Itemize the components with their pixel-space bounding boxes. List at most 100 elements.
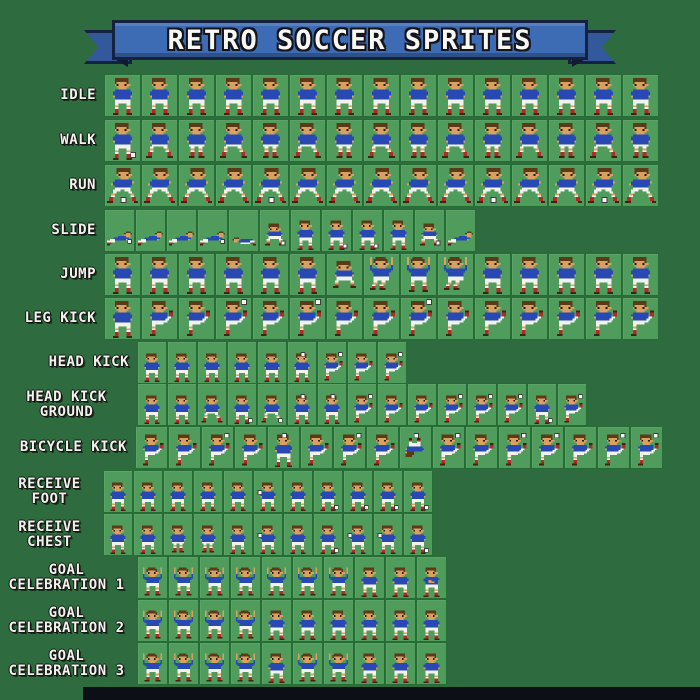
player-sprite-crouch_ball — [262, 219, 287, 250]
sprite-cell — [166, 209, 197, 252]
player-sprite-head_ball — [270, 433, 297, 467]
sprite-cell — [416, 556, 447, 599]
player-sprite-kick — [237, 433, 264, 467]
sprite-cell — [343, 513, 373, 556]
sprite-cell — [228, 209, 259, 252]
sprite-row-leg-kick: LEG KICK — [0, 297, 700, 340]
sprite-cell — [527, 383, 557, 426]
sprite-cell — [197, 383, 227, 426]
sprite-cell — [261, 642, 292, 685]
sprite-cell — [622, 253, 659, 296]
row-label-line: WALK — [60, 132, 96, 148]
row-label-goal-celebration-3: GOAL CELEBRATION 3 — [4, 642, 129, 685]
player-sprite-stand — [170, 394, 194, 424]
sprite-row-run: RUN — [0, 164, 700, 207]
sprite-cell — [400, 164, 437, 207]
player-sprite-run — [514, 166, 545, 205]
player-sprite-arms_up — [171, 566, 196, 597]
sprite-cell — [548, 119, 585, 162]
sprite-cell — [168, 556, 199, 599]
sprite-row-walk: WALK — [0, 119, 700, 162]
player-sprite-walk — [588, 121, 619, 160]
player-sprite-stand — [588, 76, 619, 115]
player-sprite-arms_up — [171, 652, 196, 683]
player-sprite-walk — [292, 121, 323, 160]
sprite-cell — [141, 253, 178, 296]
player-sprite-arms_up — [326, 652, 351, 683]
row-label-line: IDLE — [60, 87, 96, 103]
player-sprite-stand — [388, 609, 413, 640]
sprite-cell — [323, 599, 354, 642]
sprite-cell — [137, 341, 167, 384]
player-sprite-kick_ball — [380, 352, 404, 382]
sprite-cell — [347, 341, 377, 384]
sprite-cell — [104, 74, 141, 117]
player-sprite-stand_ball — [324, 219, 349, 250]
sprite-row-goal-celebration-3: GOAL CELEBRATION 3 — [0, 642, 700, 685]
sprite-cell — [137, 556, 168, 599]
player-sprite-stand — [419, 652, 444, 683]
player-sprite-walk2 — [255, 121, 286, 160]
sprite-cell — [400, 297, 437, 340]
row-label-line: HEAD KICK — [48, 354, 129, 370]
player-sprite-stand — [477, 76, 508, 115]
player-sprite-stand — [419, 609, 444, 640]
sprite-cell — [548, 164, 585, 207]
player-sprite-walk — [200, 394, 224, 424]
sprite-cell — [292, 599, 323, 642]
player-sprite-arms_up — [403, 255, 434, 294]
bottom-bar — [83, 687, 700, 700]
player-sprite-run — [292, 166, 323, 205]
player-sprite-slide — [138, 219, 163, 250]
player-sprite-arms_up — [295, 566, 320, 597]
sprite-cell — [287, 383, 317, 426]
sprite-strip-idle — [104, 74, 659, 117]
player-sprite-kick_ball — [600, 433, 627, 467]
sprite-cell — [531, 426, 564, 469]
sprite-cell — [133, 470, 163, 513]
player-sprite-stand — [136, 481, 160, 511]
player-sprite-stand — [218, 255, 249, 294]
player-sprite-stand_ball — [530, 394, 554, 424]
player-sprite-walk2 — [477, 121, 508, 160]
sprite-cell — [511, 164, 548, 207]
player-sprite-walk — [440, 121, 471, 160]
player-sprite-stand — [388, 652, 413, 683]
sprite-cell — [135, 426, 168, 469]
player-sprite-stand — [255, 76, 286, 115]
sprite-row-receive-foot: RECEIVE FOOT — [0, 470, 700, 513]
sprite-cell — [137, 642, 168, 685]
sprite-cell — [437, 253, 474, 296]
player-sprite-kick_ball — [633, 433, 660, 467]
sprite-cell — [287, 341, 317, 384]
player-sprite-kick_ball — [204, 433, 231, 467]
sprite-cell — [289, 164, 326, 207]
sprite-cell — [403, 513, 433, 556]
sprite-cell — [257, 341, 287, 384]
sprite-cell — [141, 164, 178, 207]
sprite-cell — [199, 599, 230, 642]
player-sprite-kick — [171, 433, 198, 467]
player-sprite-stand — [514, 76, 545, 115]
row-label-line: GOAL — [48, 647, 85, 664]
sprite-cell — [326, 74, 363, 117]
sprite-cell — [163, 513, 193, 556]
sprite-cell — [354, 556, 385, 599]
banner-band: RETRO SOCCER SPRITES — [112, 20, 588, 60]
sprite-cell — [366, 426, 399, 469]
sprite-cell — [141, 74, 178, 117]
sprite-row-bicycle-kick: BICYCLE KICK — [0, 426, 700, 469]
player-sprite-kick_ball — [470, 394, 494, 424]
sprite-cell — [548, 74, 585, 117]
sprite-cell — [283, 470, 313, 513]
player-sprite-head_ball — [320, 394, 344, 424]
sprite-cell — [585, 164, 622, 207]
sprite-cell — [363, 297, 400, 340]
player-sprite-stand — [357, 652, 382, 683]
player-sprite-walk2 — [551, 121, 582, 160]
player-sprite-stand — [264, 609, 289, 640]
row-label-receive-chest: RECEIVE CHEST — [4, 513, 95, 556]
sprite-cell — [597, 426, 630, 469]
player-sprite-walk2 — [329, 121, 360, 160]
sprite-cell — [511, 119, 548, 162]
